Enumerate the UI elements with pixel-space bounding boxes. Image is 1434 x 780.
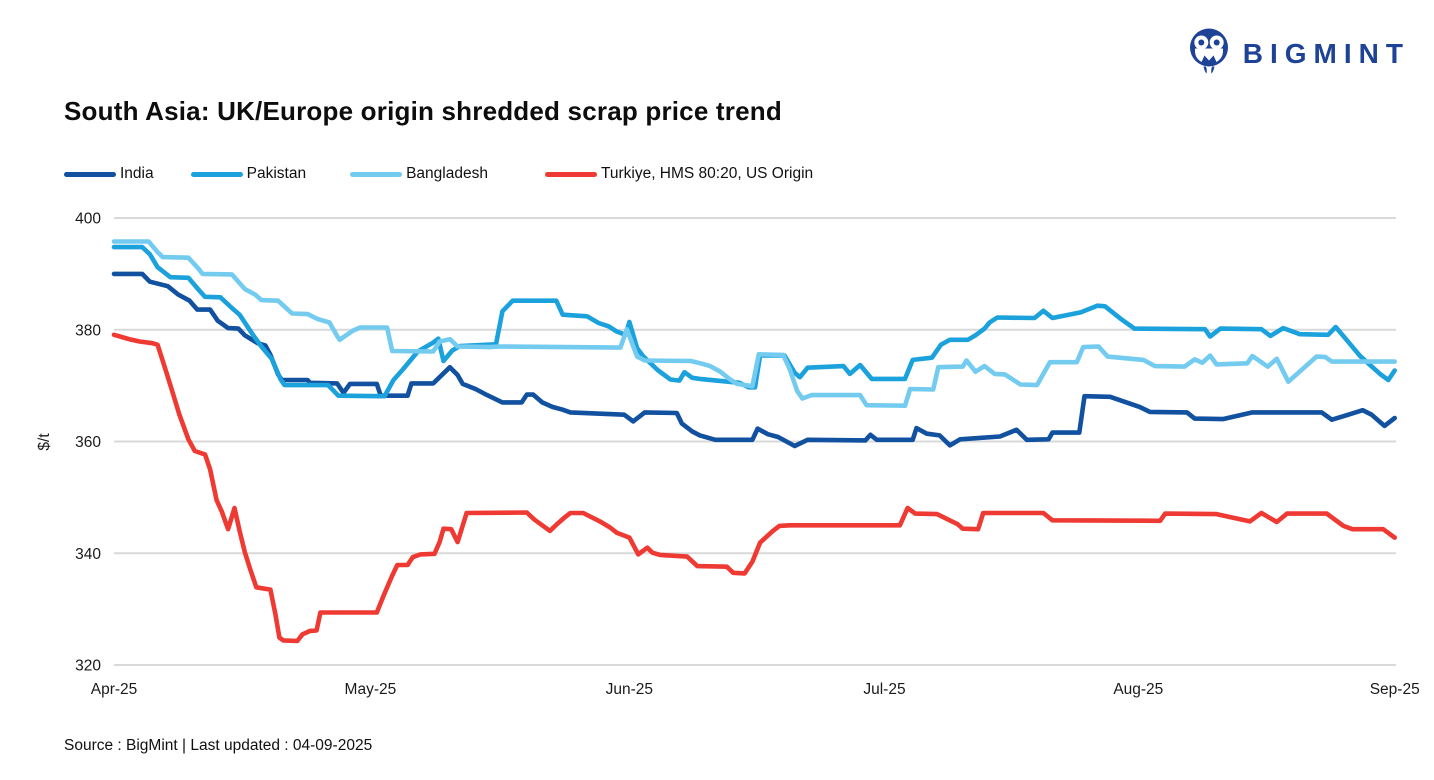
legend-item-turkiye: Turkiye, HMS 80:20, US Origin [544, 165, 814, 183]
legend-swatch [350, 171, 403, 177]
legend-swatch [190, 171, 243, 177]
legend-label: Pakistan [246, 165, 307, 182]
x-tick-label-jul-25: Jul-25 [863, 681, 905, 698]
legend-label: Bangladesh [406, 165, 488, 182]
chart-title: South Asia: UK/Europe origin shredded sc… [64, 96, 782, 126]
series-line-pakistan [111, 244, 1397, 399]
x-tick-label-jun-25: Jun-25 [606, 681, 653, 698]
y-tick-label: 340 [75, 546, 101, 563]
chart-legend: India Pakistan Bangladesh Turkiye, HMS 80:2… [64, 163, 813, 185]
bigmint-logo-text: BIGMINT [1242, 37, 1410, 69]
legend-item-bangladesh: Bangladesh [350, 165, 488, 183]
x-tick-label-may-25: May-25 [345, 681, 397, 698]
x-tick-label-aug-25: Aug-25 [1113, 681, 1163, 698]
legend-swatch [64, 171, 116, 177]
bigmint-logo: BIGMINT [1186, 26, 1410, 81]
legend-item-india: India [64, 165, 154, 183]
legend-label: India [120, 165, 154, 182]
bigmint-logo-icon [1186, 26, 1233, 81]
x-tick-label-sep-25: Sep-25 [1370, 681, 1420, 698]
series-line-turkiye [111, 332, 1397, 644]
y-axis-title: $/t [36, 433, 53, 451]
y-tick-label: 360 [75, 434, 101, 451]
legend-swatch [544, 171, 597, 177]
source-note: Source : BigMint | Last updated : 04-09-… [64, 737, 373, 754]
y-tick-label: 380 [75, 322, 101, 339]
legend-label: Turkiye, HMS 80:20, US Origin [600, 165, 814, 182]
x-tick-label-apr-25: Apr-25 [91, 681, 138, 698]
legend-item-pakistan: Pakistan [190, 165, 307, 183]
series-line-bangladesh [111, 239, 1397, 409]
y-tick-label: 400 [75, 211, 101, 228]
y-tick-label: 320 [75, 658, 101, 675]
